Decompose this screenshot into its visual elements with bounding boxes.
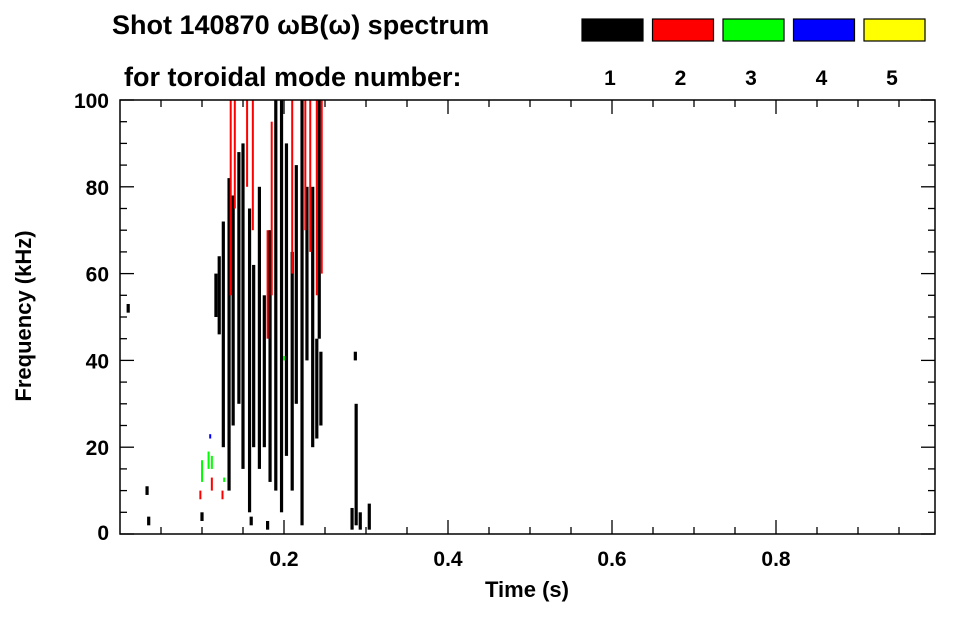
spectrum-mark-mode-4 bbox=[209, 434, 212, 439]
legend-swatch-mode-5 bbox=[863, 18, 926, 42]
spectrum-mark-mode-2 bbox=[320, 100, 323, 274]
spectrum-mark-mode-2 bbox=[270, 121, 273, 296]
axes: 0.2 0.4 0.6 0.8 0 20 40 60 80 100 bbox=[74, 90, 936, 571]
x-tick-label: 0.2 bbox=[269, 548, 298, 571]
spectrum-mark-mode-1 bbox=[200, 512, 204, 521]
chart-title-line1: Shot 140870 ωB(ω) spectrum bbox=[112, 10, 489, 40]
x-axis-label: Time (s) bbox=[485, 577, 569, 602]
spectrum-mark-mode-2 bbox=[304, 100, 307, 231]
chart-title-line2: for toroidal mode number: bbox=[124, 62, 462, 92]
spectrum-mark-mode-3 bbox=[207, 451, 210, 469]
y-tick-label: 60 bbox=[86, 264, 109, 287]
spectrum-mark-mode-1 bbox=[217, 256, 221, 335]
spectrum-mark-mode-3 bbox=[223, 477, 226, 482]
spectrum-mark-mode-1 bbox=[237, 152, 241, 404]
x-tick-label: 0.6 bbox=[597, 548, 626, 571]
spectrum-mark-mode-3 bbox=[210, 455, 213, 469]
legend-label-mode-2: 2 bbox=[675, 67, 687, 90]
spectrum-mark-mode-1 bbox=[358, 512, 362, 530]
y-axis-label: Frequency (kHz) bbox=[11, 230, 36, 401]
spectrum-mark-mode-1 bbox=[262, 295, 266, 448]
spectrum-mark-mode-2 bbox=[210, 477, 213, 491]
spectrum-mark-mode-1 bbox=[319, 351, 323, 426]
spectrum-mark-mode-1 bbox=[294, 165, 298, 404]
legend-swatch-mode-4 bbox=[792, 18, 856, 42]
spectrum-mark-mode-1 bbox=[290, 251, 294, 491]
spectrum-mark-mode-1 bbox=[305, 186, 309, 361]
spectrum-mark-mode-1 bbox=[350, 507, 354, 530]
spectrum-mark-mode-2 bbox=[251, 100, 254, 231]
spectrum-mark-mode-1 bbox=[274, 100, 278, 491]
spectrum-mark-mode-2 bbox=[309, 100, 312, 252]
x-tick-label: 0.8 bbox=[761, 548, 791, 571]
spectrum-mark-mode-2 bbox=[266, 230, 269, 339]
spectrum-mark-mode-1 bbox=[284, 143, 289, 456]
legend-swatch-mode-3 bbox=[722, 18, 785, 42]
spectrum-mark-mode-1 bbox=[315, 338, 319, 439]
spectrum-mark-mode-1 bbox=[311, 186, 315, 448]
y-tick-label: 0 bbox=[97, 522, 109, 545]
spectrogram-marks bbox=[126, 100, 371, 530]
spectrum-mark-mode-2 bbox=[233, 100, 236, 209]
spectrum-mark-mode-1 bbox=[227, 178, 231, 491]
legend-swatch-mode-1 bbox=[581, 18, 644, 42]
spectrum-mark-mode-1 bbox=[257, 186, 261, 469]
spectrum-mark-mode-1 bbox=[279, 100, 284, 513]
spectrum-mark-mode-1 bbox=[367, 503, 371, 530]
spectrum-mark-mode-1 bbox=[300, 100, 304, 526]
legend-label-mode-3: 3 bbox=[745, 67, 757, 90]
y-tick-label: 80 bbox=[86, 177, 109, 200]
spectrum-mark-mode-1 bbox=[214, 273, 218, 317]
legend-label-mode-1: 1 bbox=[604, 67, 616, 90]
x-tick-label: 0.4 bbox=[433, 548, 463, 571]
spectrum-mark-mode-1 bbox=[231, 195, 235, 426]
legend-swatch-mode-2 bbox=[651, 18, 715, 42]
spectrum-mark-mode-1 bbox=[354, 403, 358, 526]
legend-label-mode-4: 4 bbox=[816, 67, 828, 90]
y-tick-label: 40 bbox=[86, 350, 109, 373]
spectrum-mark-mode-1 bbox=[249, 516, 253, 526]
spectrum-mark-mode-1 bbox=[241, 143, 245, 469]
spectrum-mark-mode-3 bbox=[283, 356, 285, 361]
spectrum-mark-mode-2 bbox=[199, 490, 202, 500]
spectrum-mark-mode-2 bbox=[246, 100, 249, 187]
y-tick-label: 20 bbox=[86, 437, 109, 460]
y-tick-label: 100 bbox=[74, 90, 109, 113]
spectrum-mark-mode-1 bbox=[268, 230, 272, 482]
spectrum-mark-mode-2 bbox=[229, 100, 232, 296]
legend-label-mode-5: 5 bbox=[886, 67, 898, 90]
spectrum-mark-mode-1 bbox=[247, 208, 252, 513]
spectrum-mark-mode-3 bbox=[201, 460, 203, 482]
spectrum-mark-mode-2 bbox=[291, 100, 294, 274]
spectrum-mark-mode-1 bbox=[221, 221, 225, 448]
spectrum-mark-mode-1 bbox=[266, 520, 270, 530]
spectrum-mark-mode-2 bbox=[315, 100, 318, 296]
legend: 1 2 3 4 5 bbox=[581, 18, 926, 90]
spectrum-mark-mode-1 bbox=[252, 264, 256, 448]
spectrum-mark-mode-1 bbox=[147, 516, 151, 526]
spectrum-mark-mode-1 bbox=[317, 100, 321, 339]
spectrum-mark-mode-2 bbox=[221, 490, 224, 500]
spectrum-mark-mode-1 bbox=[126, 303, 130, 313]
spectrum-mark-mode-1 bbox=[353, 351, 357, 361]
spectrum-mark-mode-1 bbox=[145, 486, 149, 495]
